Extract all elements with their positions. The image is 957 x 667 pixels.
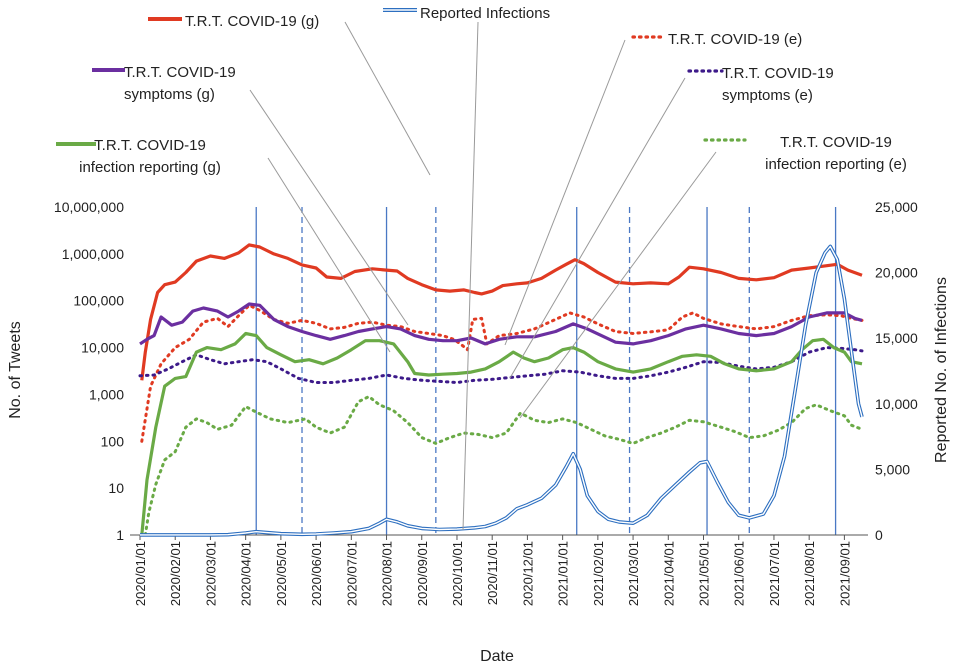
- y-tick-label-7: 10,000,000: [54, 199, 124, 215]
- annotation-text: T.R.T. COVID-19 (g): [185, 13, 319, 30]
- annotation-text: symptoms (g): [124, 86, 215, 103]
- x-tick-label-1: 2020/02/01: [168, 541, 183, 606]
- x-tick-label-13: 2021/02/01: [591, 541, 606, 606]
- series-3: [138, 346, 864, 384]
- annotation-rep: Reported Infections: [383, 5, 550, 22]
- series-0: [140, 243, 863, 381]
- x-tick-label-18: 2021/07/01: [767, 541, 782, 606]
- x-tick-label-19: 2021/08/01: [802, 541, 817, 606]
- annotation-text: T.R.T. COVID-19: [722, 65, 834, 82]
- annotation-text: T.R.T. COVID-19: [94, 137, 206, 154]
- leader-line-rep: [462, 21, 479, 531]
- y2-tick-label-1: 5,000: [875, 461, 910, 477]
- y2-tick-label-4: 20,000: [875, 265, 918, 281]
- x-tick-label-0: 2020/01/01: [133, 541, 148, 606]
- y-axis-ticks: 1 10 100 1,000 10,000 100,000 1,000,000 10,000,…: [54, 199, 124, 543]
- annotation-g: T.R.T. COVID-19 (g): [148, 13, 319, 30]
- x-tick-label-17: 2021/06/01: [732, 541, 747, 606]
- leader-line-e: [504, 39, 626, 346]
- annotation-text: infection reporting (g): [79, 159, 221, 176]
- series-line: [140, 331, 863, 536]
- series-4: [140, 331, 863, 536]
- leader-line-sym-g: [249, 89, 409, 326]
- annotation-text: T.R.T. COVID-19 (e): [668, 31, 802, 48]
- series-line: [140, 303, 864, 443]
- x-tick-label-11: 2020/12/01: [520, 541, 535, 606]
- series-line-outer: [140, 244, 864, 537]
- annotation-text: T.R.T. COVID-19: [124, 64, 236, 81]
- x-axis-label: Date: [480, 648, 514, 665]
- x-tick-label-9: 2020/10/01: [450, 541, 465, 606]
- annotation-inf-g: T.R.T. COVID-19 infection reporting (g): [56, 137, 221, 176]
- leader-line-sym-e: [509, 77, 686, 379]
- series-line: [139, 302, 863, 346]
- annotation-sym-g: T.R.T. COVID-19 symptoms (g): [92, 64, 236, 103]
- y2-tick-label-0: 0: [875, 527, 883, 543]
- x-tick-label-4: 2020/05/01: [274, 541, 289, 606]
- x-tick-label-20: 2021/09/01: [837, 541, 852, 606]
- y-tick-label-5: 100,000: [73, 293, 124, 309]
- y-tick-label-2: 100: [101, 433, 125, 449]
- y2-tick-label-5: 25,000: [875, 199, 918, 215]
- y2-axis-ticks: 0 5,000 10,000 15,000 20,000 25,000: [875, 199, 918, 543]
- series-line: [140, 243, 863, 381]
- x-tick-label-2: 2020/03/01: [203, 541, 218, 606]
- series-2: [139, 302, 863, 346]
- x-tick-label-6: 2020/07/01: [344, 541, 359, 606]
- x-tick-label-16: 2021/05/01: [697, 541, 712, 606]
- y-tick-label-1: 10: [108, 480, 124, 496]
- x-axis-ticks: 2020/01/01 2020/02/01 2020/03/01 2020/04/01…: [133, 535, 852, 606]
- y-tick-label-0: 1: [116, 527, 124, 543]
- y2-tick-label-3: 15,000: [875, 330, 918, 346]
- y-tick-label-3: 1,000: [89, 386, 124, 402]
- series-line-inner: [140, 245, 863, 536]
- annotation-text: infection reporting (e): [765, 156, 907, 173]
- y2-axis-label: Reported No. of Infections: [933, 277, 950, 463]
- x-tick-label-12: 2021/01/01: [556, 541, 571, 606]
- series-5: [143, 395, 864, 537]
- x-tick-label-15: 2021/04/01: [661, 541, 676, 606]
- annotation-text: symptoms (e): [722, 87, 813, 104]
- series-1: [140, 303, 864, 443]
- x-tick-label-14: 2021/03/01: [626, 541, 641, 606]
- series-line: [143, 395, 864, 537]
- annotation-inf-e: T.R.T. COVID-19 infection reporting (e): [703, 134, 907, 173]
- x-tick-label-8: 2020/09/01: [415, 541, 430, 606]
- annotation-leaders: [249, 21, 717, 531]
- annotation-sym-e: T.R.T. COVID-19 symptoms (e): [687, 65, 834, 104]
- x-tick-label-3: 2020/04/01: [239, 541, 254, 606]
- leader-line-g: [344, 21, 431, 176]
- annotations: T.R.T. COVID-19 (g) Reported Infections T.…: [56, 5, 907, 176]
- series-line: [138, 346, 864, 384]
- y2-tick-label-2: 10,000: [875, 396, 918, 412]
- leader-line-inf-g: [267, 157, 391, 353]
- x-tick-label-5: 2020/06/01: [309, 541, 324, 606]
- x-tick-label-7: 2020/08/01: [380, 541, 395, 606]
- series-6: [140, 244, 864, 537]
- y-tick-label-4: 10,000: [81, 340, 124, 356]
- series: [138, 243, 864, 537]
- y-tick-label-6: 1,000,000: [62, 246, 124, 262]
- annotation-text: T.R.T. COVID-19: [780, 134, 892, 151]
- x-tick-label-10: 2020/11/01: [485, 541, 500, 605]
- y-axis-label: No. of Tweets: [7, 321, 24, 419]
- annotation-text: Reported Infections: [420, 5, 550, 22]
- leader-line-inf-e: [519, 151, 717, 419]
- annotation-e: T.R.T. COVID-19 (e): [631, 31, 802, 48]
